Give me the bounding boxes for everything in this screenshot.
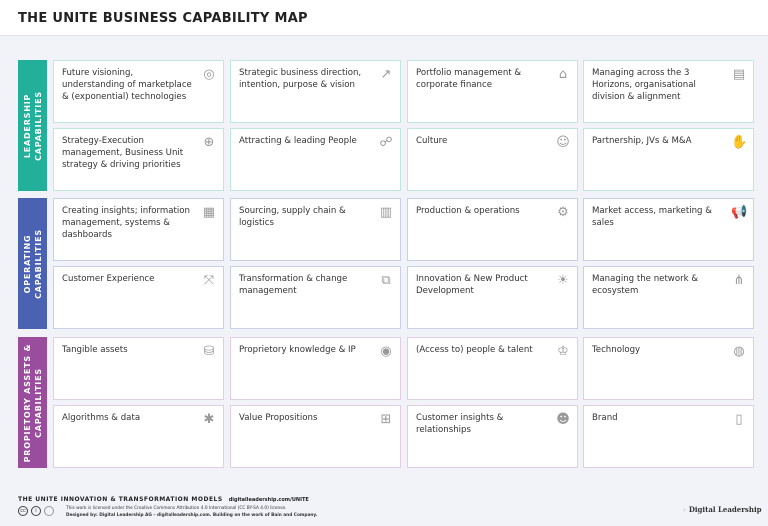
section-label-operating: OPERATING CAPABILITIES — [18, 198, 47, 329]
card-label: Strategy-Execution management, Business … — [62, 136, 184, 170]
card-label: Customer insights & relationships — [416, 413, 504, 435]
capability-card[interactable]: Portfolio management & corporate finance… — [407, 60, 578, 123]
capability-card[interactable]: Transformation & change management ⧉ — [230, 266, 401, 329]
card-label: Innovation & New Product Development — [416, 274, 528, 296]
card-label: Tangible assets — [62, 345, 128, 355]
footer-series: THE UNITE INNOVATION & TRANSFORMATION MO… — [18, 496, 309, 503]
card-label: Creating insights; information managemen… — [62, 206, 190, 240]
capability-card[interactable]: Value Propositions ⊞ — [230, 405, 401, 468]
lightbulb-icon: ☀ — [557, 273, 569, 288]
capability-card[interactable]: Market access, marketing & sales 📢 — [583, 198, 754, 261]
card-label: Managing across the 3 Horizons, organisa… — [592, 68, 696, 102]
capability-card[interactable]: Tangible assets ⛁ — [53, 337, 224, 400]
capability-card[interactable]: Innovation & New Product Development ☀ — [407, 266, 578, 329]
coins-icon: ⛁ — [203, 344, 215, 359]
section-label-assets: PROPIETORY ASSETS & CAPABILITIES — [18, 337, 47, 468]
section-label-leadership: LEADERSHIP CAPABILITIES — [18, 60, 47, 191]
masks-icon: ☺ — [556, 135, 570, 150]
section-title: OPERATING CAPABILITIES — [22, 228, 43, 299]
card-label: Portfolio management & corporate finance — [416, 68, 522, 90]
card-label: Future visioning, understanding of marke… — [62, 68, 192, 102]
customer-icon: ☻ — [556, 412, 570, 427]
section-title: PROPIETORY ASSETS & CAPABILITIES — [22, 343, 43, 462]
target-icon: ⊕ — [203, 135, 215, 150]
card-label: Partnership, JVs & M&A — [592, 136, 692, 146]
card-label: Market access, marketing & sales — [592, 206, 712, 228]
card-label: Production & operations — [416, 206, 520, 216]
capability-card[interactable]: Strategy-Execution management, Business … — [53, 128, 224, 191]
capability-card[interactable]: Customer Experience ⤧ — [53, 266, 224, 329]
brand-name: Digital Leadership — [688, 505, 762, 514]
sa-icon — [44, 506, 54, 516]
card-label: Managing the network & ecosystem — [592, 274, 699, 296]
journey-icon: ⤧ — [203, 273, 215, 288]
capability-card[interactable]: Strategic business direction, intention,… — [230, 60, 401, 123]
card-label: Algorithms & data — [62, 413, 141, 423]
globe-icon: ◎ — [203, 67, 215, 82]
megaphone-icon: 📢 — [731, 205, 748, 220]
transform-icon: ⧉ — [381, 273, 391, 288]
by-icon: i — [31, 506, 41, 516]
designed-by: Designed by: Digital Leadership AG – dig… — [66, 513, 318, 518]
cc-icon: cc — [18, 506, 28, 516]
capability-card[interactable]: Algorithms & data ✱ — [53, 405, 224, 468]
talent-badge-icon: ♔ — [557, 344, 569, 359]
technology-icon: ◍ — [733, 344, 745, 359]
capability-card[interactable]: Future visioning, understanding of marke… — [53, 60, 224, 123]
brand-logo: › Digital Leadership — [683, 505, 762, 514]
gift-icon: ⊞ — [380, 412, 392, 427]
growth-chart-icon: ↗ — [380, 67, 392, 82]
section-title: LEADERSHIP CAPABILITIES — [22, 90, 43, 161]
capability-card[interactable]: Managing the network & ecosystem ⋔ — [583, 266, 754, 329]
card-label: Brand — [592, 413, 618, 423]
card-label: Proprietory knowledge & IP — [239, 345, 356, 355]
card-label: Technology — [592, 345, 641, 355]
series-name: THE UNITE INNOVATION & TRANSFORMATION MO… — [18, 496, 223, 503]
dashboard-icon: ▦ — [202, 205, 216, 220]
title-bar: THE UNITE BUSINESS CAPABILITY MAP — [0, 0, 768, 36]
card-label: (Access to) people & talent — [416, 345, 533, 355]
bookmark-icon: ▯ — [735, 412, 743, 427]
card-label: Culture — [416, 136, 448, 146]
capability-card[interactable]: Production & operations ⚙ — [407, 198, 578, 261]
capability-card[interactable]: Partnership, JVs & M&A ✋ — [583, 128, 754, 191]
card-label: Attracting & leading People — [239, 136, 357, 146]
footer-url[interactable]: digitalleadership.com/UNITE — [228, 497, 309, 503]
capability-card[interactable]: Brand ▯ — [583, 405, 754, 468]
capability-card[interactable]: Proprietory knowledge & IP ◉ — [230, 337, 401, 400]
page-title: THE UNITE BUSINESS CAPABILITY MAP — [18, 11, 308, 26]
chevron-icon: › — [683, 505, 686, 514]
chip-icon: ✱ — [203, 412, 215, 427]
gear-hand-icon: ⚙ — [557, 205, 569, 220]
card-label: Customer Experience — [62, 274, 155, 284]
capability-card[interactable]: Customer insights & relationships ☻ — [407, 405, 578, 468]
card-label: Strategic business direction, intention,… — [239, 68, 362, 90]
capability-card[interactable]: (Access to) people & talent ♔ — [407, 337, 578, 400]
license-text: This work is licensed under the Creative… — [66, 505, 317, 519]
warehouse-icon: ▥ — [379, 205, 393, 220]
card-label: Value Propositions — [239, 413, 318, 423]
card-label: Sourcing, supply chain & logistics — [239, 206, 346, 228]
license-line: This work is licensed under the Creative… — [66, 506, 287, 511]
card-label: Transformation & change management — [239, 274, 348, 296]
capability-card[interactable]: Managing across the 3 Horizons, organisa… — [583, 60, 754, 123]
capability-card[interactable]: Creating insights; information managemen… — [53, 198, 224, 261]
capability-card[interactable]: Culture ☺ — [407, 128, 578, 191]
capability-card[interactable]: Sourcing, supply chain & logistics ▥ — [230, 198, 401, 261]
capability-card[interactable]: Technology ◍ — [583, 337, 754, 400]
handshake-icon: ✋ — [731, 135, 748, 150]
network-icon: ⋔ — [733, 273, 745, 288]
org-chart-icon: ▤ — [732, 67, 746, 82]
people-icon: ☍ — [379, 135, 393, 150]
brain-icon: ◉ — [380, 344, 392, 359]
bank-icon: ⌂ — [558, 67, 568, 82]
capability-card[interactable]: Attracting & leading People ☍ — [230, 128, 401, 191]
